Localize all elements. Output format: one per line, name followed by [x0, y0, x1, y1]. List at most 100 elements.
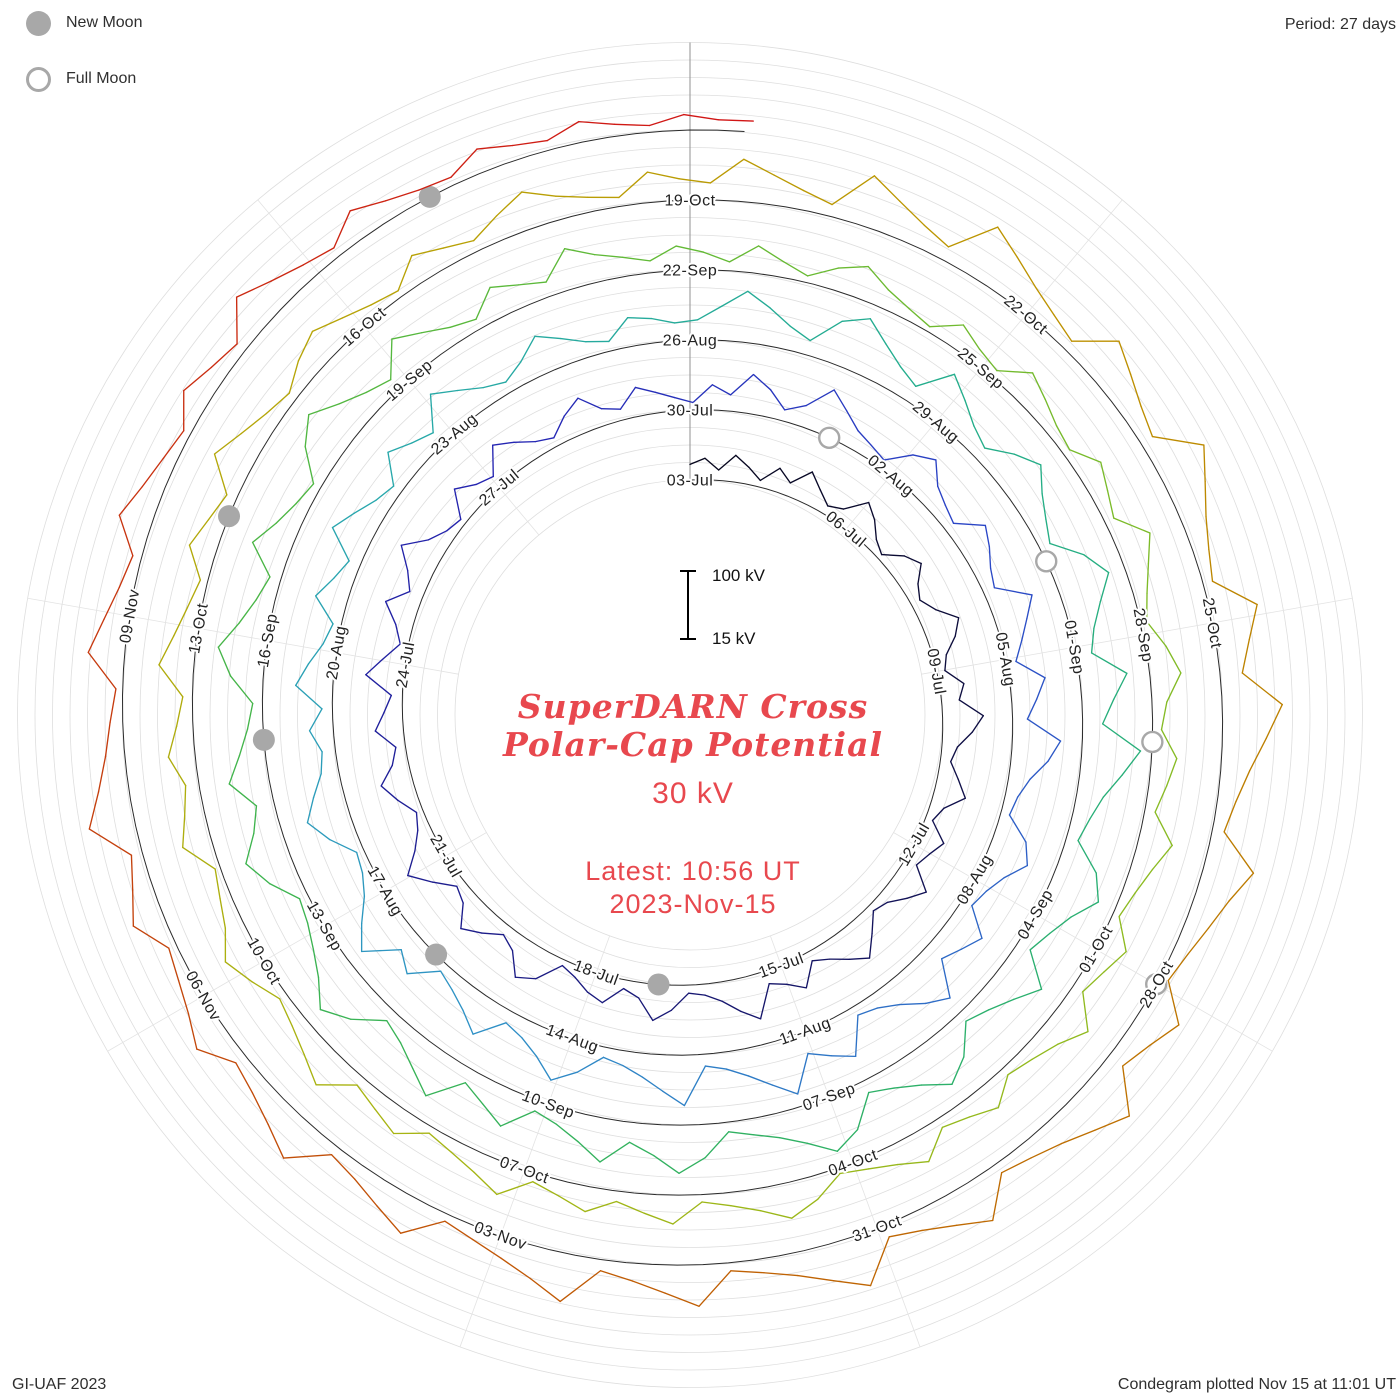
- trace-segment: [245, 832, 255, 865]
- trace-segment: [1148, 1024, 1180, 1047]
- trace-segment: [937, 485, 947, 507]
- trace-segment: [577, 1140, 601, 1163]
- trace-segment: [621, 256, 651, 262]
- trace-segment: [1034, 286, 1055, 316]
- trace-segment: [253, 805, 258, 835]
- trace-segment: [1151, 844, 1173, 871]
- trace-segment: [869, 1236, 890, 1287]
- trace-segment: [1101, 723, 1142, 752]
- trace-segment: [1015, 660, 1046, 679]
- trace-segment: [1248, 603, 1258, 641]
- trace-segment: [846, 410, 859, 432]
- trace-segment: [1101, 698, 1115, 725]
- trace-segment: [971, 715, 984, 733]
- trace-segment: [683, 1065, 707, 1107]
- trace-segment: [118, 555, 134, 588]
- trace-segment: [654, 391, 676, 399]
- trace-segment: [915, 853, 931, 866]
- trace-segment: [1040, 464, 1043, 495]
- date-label: 19-Oct: [664, 192, 715, 209]
- trace-segment: [888, 1229, 923, 1238]
- trace-segment: [558, 1195, 586, 1213]
- trace-segment: [771, 1084, 799, 1095]
- trace-segment: [446, 518, 462, 532]
- trace-segment: [177, 979, 190, 1015]
- trace-segment: [827, 505, 845, 510]
- trace-segment: [805, 389, 835, 407]
- trace-segment: [873, 175, 901, 202]
- trace-segment: [709, 158, 745, 184]
- full-moon-marker: [818, 426, 841, 450]
- trace-segment: [400, 1220, 446, 1234]
- trace-segment: [103, 586, 121, 620]
- full-moon-marker: [1035, 550, 1058, 573]
- trace-segment: [251, 541, 271, 578]
- trace-segment: [992, 1171, 1003, 1222]
- trace-segment: [1103, 951, 1127, 973]
- trace-segment: [854, 1014, 859, 1058]
- trace-segment: [964, 399, 975, 427]
- trace-segment: [238, 728, 249, 757]
- trace-segment: [333, 210, 351, 249]
- date-label: 01-Sep: [1061, 619, 1087, 676]
- trace-segment: [1057, 1030, 1089, 1045]
- trace-segment: [958, 682, 965, 701]
- trace-segment: [207, 494, 228, 521]
- trace-segment: [721, 1000, 742, 1013]
- trace-segment: [1228, 872, 1255, 902]
- trace-segment: [505, 1022, 523, 1039]
- trace-segment: [365, 674, 392, 697]
- trace-segment: [1165, 645, 1182, 674]
- grid-spoke: [840, 199, 1123, 536]
- trace-segment: [450, 1151, 475, 1173]
- scale-top-label: 100 kV: [712, 566, 766, 585]
- trace-segment: [1045, 518, 1051, 545]
- trace-segment: [319, 1008, 352, 1020]
- trace-segment: [188, 544, 202, 581]
- trace-segment: [876, 1003, 901, 1009]
- trace-segment: [929, 324, 965, 328]
- moon-legend: New Moon Full Moon: [26, 8, 142, 120]
- trace-segment: [1047, 740, 1062, 762]
- trace-segment: [978, 348, 998, 372]
- trace-segment: [374, 1108, 395, 1135]
- date-label: 09-Nov: [117, 588, 143, 645]
- trace-segment: [365, 379, 392, 394]
- trace-segment: [514, 976, 537, 980]
- trace-segment: [868, 501, 876, 521]
- trace-segment: [704, 457, 720, 471]
- trace-segment: [406, 569, 411, 593]
- trace-segment: [444, 1220, 474, 1241]
- trace-segment: [652, 1009, 673, 1022]
- trace-segment: [1036, 677, 1046, 700]
- trace-segment: [928, 842, 945, 855]
- date-label: 20-Aug: [324, 624, 350, 681]
- trace-segment: [1095, 872, 1100, 903]
- date-label: 09-Jul: [923, 647, 948, 696]
- trace-segment: [130, 854, 134, 891]
- trace-segment: [912, 454, 937, 461]
- trace-segment: [308, 730, 323, 753]
- trace-segment: [306, 922, 315, 950]
- trace-segment: [887, 289, 910, 310]
- trace-segment: [1121, 1065, 1131, 1117]
- trace-segment: [839, 1168, 870, 1175]
- trace-segment: [429, 393, 434, 434]
- date-label: 15-Jul: [757, 950, 807, 982]
- trace-segment: [563, 397, 579, 417]
- trace-segment: [608, 317, 629, 343]
- trace-segment: [779, 1137, 809, 1144]
- trace-segment: [1077, 839, 1097, 874]
- trace-segment: [940, 958, 951, 999]
- trace-segment: [649, 245, 677, 262]
- trace-segment: [848, 957, 871, 961]
- trace-segment: [246, 702, 254, 730]
- trace-segment: [806, 267, 839, 277]
- trace-segment: [831, 175, 876, 206]
- trace-segment: [740, 1010, 762, 1020]
- trace-segment: [868, 1087, 895, 1094]
- grid-circle: [454, 479, 926, 951]
- trace-segment: [251, 1092, 269, 1125]
- trace-segment: [245, 863, 271, 885]
- trace-segment: [1031, 1043, 1059, 1060]
